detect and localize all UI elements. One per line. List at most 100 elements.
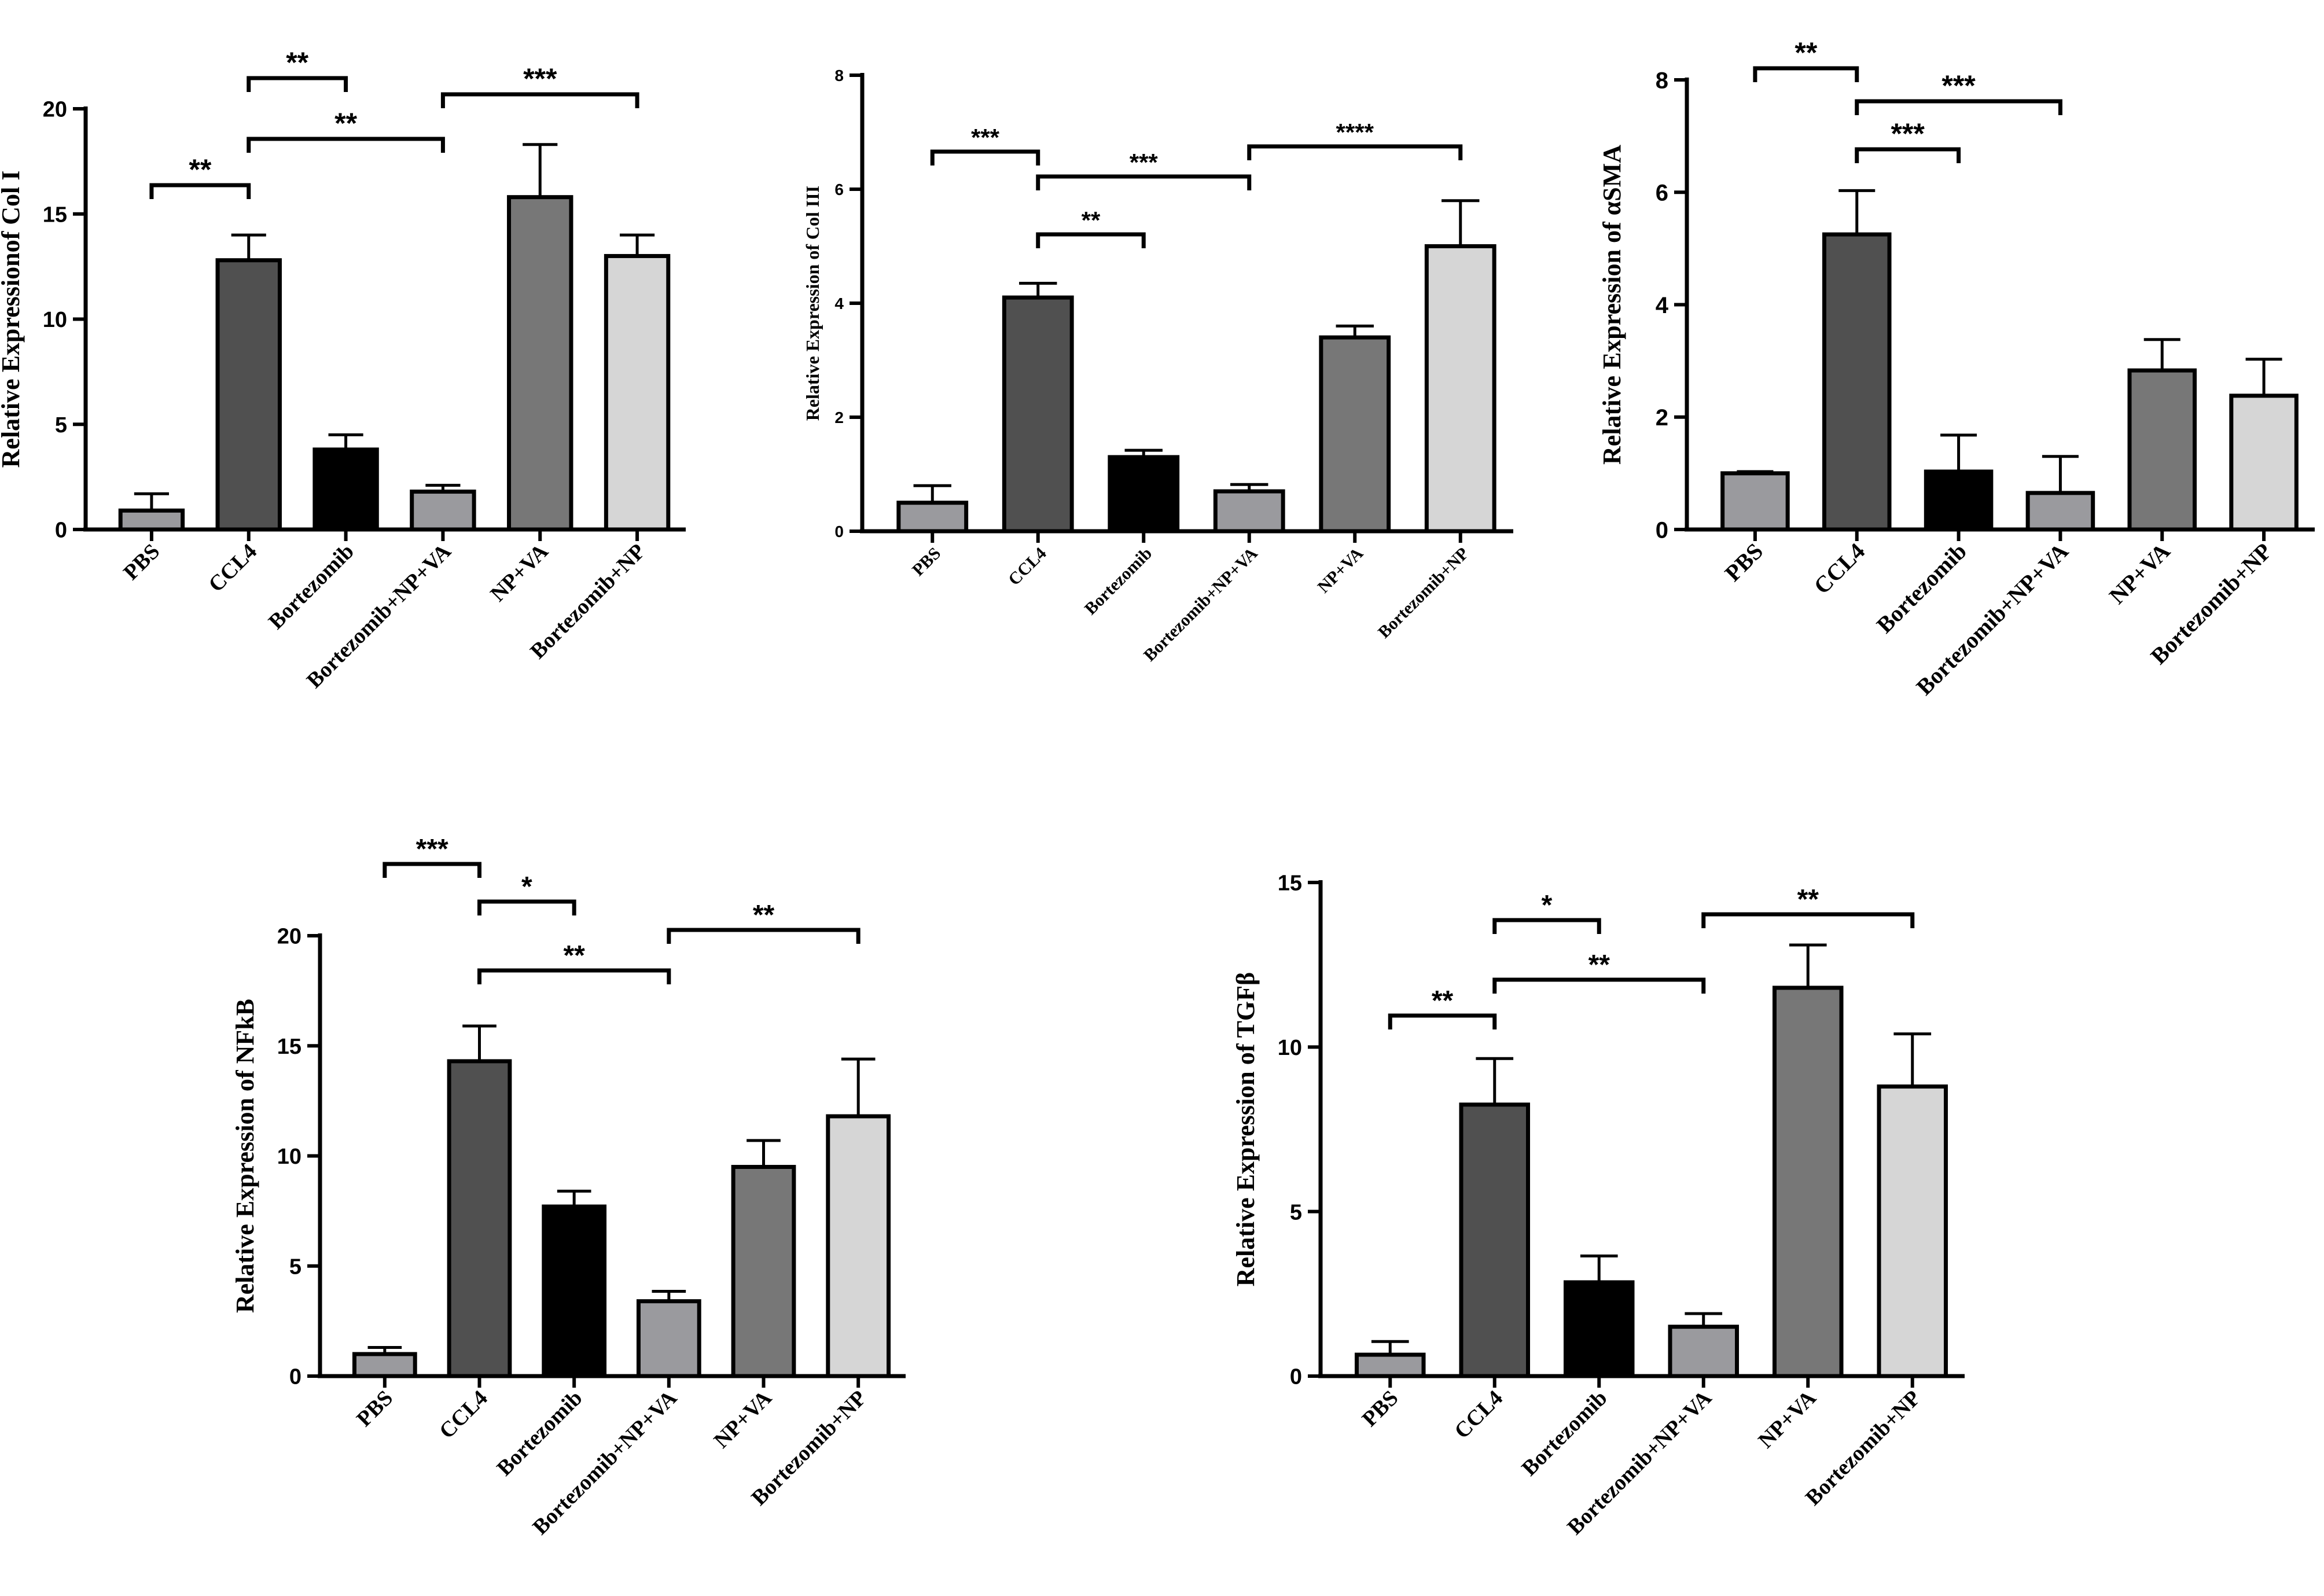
y-tick-label: 6: [834, 181, 844, 198]
category-label: PBS: [1358, 1386, 1403, 1432]
category-label: CCL4: [204, 539, 262, 597]
category-label: Bortezomib: [264, 539, 359, 634]
bar-bortezomib-np-va: [636, 1299, 701, 1378]
significance-bracket: [1036, 174, 1252, 190]
category-label: NP+VA: [2104, 538, 2175, 609]
significance-bracket: [1492, 918, 1601, 934]
panel-alpha-sma: 0 2 4 6 8 Relative Expression of αSMA PBS CCL4 B…: [1598, 36, 2315, 700]
significance-bracket: [477, 968, 671, 984]
y-tick-label: 4: [834, 295, 844, 312]
y-tick-label: 15: [43, 203, 67, 227]
significance-bracket: [1388, 1013, 1497, 1029]
bar-pbs: [896, 501, 969, 534]
category-label: NP+VA: [1753, 1385, 1821, 1453]
significance-bracket: [440, 92, 639, 108]
significance-label: **: [189, 153, 211, 186]
y-tick-label: 10: [1278, 1036, 1302, 1060]
significance-bracket: [667, 928, 861, 944]
bar-bortezomib-np: [604, 253, 671, 532]
y-tick-label: 5: [289, 1255, 301, 1279]
significance-label: *: [521, 871, 532, 902]
y-tick-label: 20: [277, 925, 301, 949]
category-label: Bortezomib: [492, 1386, 587, 1481]
significance-label: **: [1432, 985, 1454, 1016]
significance-bracket: [1247, 144, 1463, 160]
bar-pbs: [1720, 471, 1790, 532]
y-tick-label: 10: [277, 1145, 301, 1169]
category-label: Bortezomib+NP: [1374, 544, 1473, 642]
bar-bortezomib-np: [1877, 1084, 1948, 1378]
category-label: PBS: [1720, 538, 1768, 587]
category-label: Bortezomib: [1871, 538, 1972, 638]
y-tick-label: 0: [1656, 517, 1668, 543]
y-tick-label: 0: [289, 1365, 301, 1389]
bar-np-va: [507, 195, 573, 532]
category-label: PBS: [909, 544, 944, 580]
bar-bortezomib-np: [2229, 394, 2299, 532]
bar-pbs: [1354, 1352, 1426, 1378]
significance-label: ***: [416, 834, 448, 865]
bar-pbs: [352, 1352, 417, 1378]
bar-bortezomib: [542, 1204, 607, 1378]
bar-np-va: [1772, 985, 1844, 1378]
bar-np-va: [1319, 335, 1391, 534]
significance-bracket: [1036, 232, 1146, 248]
category-label: Bortezomib+NP+VA: [1140, 543, 1262, 665]
panel-tgf-beta: 0 5 10 15 Relative Expression of TGFβ PBS CCL4…: [1231, 871, 1965, 1539]
y-tick-label: 15: [277, 1035, 301, 1059]
significance-label: ***: [1891, 117, 1925, 150]
category-label: NP+VA: [486, 539, 553, 606]
significance-bracket: [1492, 977, 1706, 994]
bar-np-va: [731, 1165, 796, 1378]
y-tick-label: 0: [55, 518, 67, 543]
panel-nfkb: 0 5 10 15 20 Relative Expression of NFkB PBS CC…: [231, 834, 906, 1539]
y-tick-label: 15: [1278, 871, 1302, 896]
category-label: CCL4: [1005, 544, 1050, 590]
y-tick-label: 4: [1656, 293, 1669, 318]
y-tick-label: 5: [55, 413, 67, 437]
bar-bortezomib: [312, 447, 379, 532]
significance-bracket: [247, 137, 445, 153]
y-tick-label: 2: [1656, 405, 1668, 431]
significance-label: **: [1795, 36, 1817, 69]
significance-bracket: [477, 899, 576, 915]
y-axis-label: Relative Expression of αSMA: [1598, 145, 1626, 465]
bar-bortezomib: [1563, 1280, 1635, 1378]
significance-label: **: [334, 107, 357, 139]
bar-bortezomib-np: [1424, 244, 1496, 534]
category-label: Bortezomib+NP: [1801, 1386, 1925, 1510]
significance-bracket: [1753, 66, 1859, 82]
significance-label: ***: [1130, 149, 1159, 176]
bar-ccl4: [447, 1059, 512, 1378]
category-label: CCL4: [435, 1386, 492, 1444]
category-label: Bortezomib: [1517, 1386, 1612, 1481]
category-label: PBS: [119, 539, 164, 585]
significance-bracket: [383, 862, 481, 878]
bar-bortezomib-np-va: [2025, 491, 2095, 532]
y-tick-label: 0: [834, 523, 844, 540]
bar-bortezomib-np: [826, 1114, 891, 1378]
significance-bracket: [149, 183, 251, 199]
y-axis-label: Relative Expression of NFkB: [231, 999, 259, 1313]
significance-label: **: [1588, 950, 1610, 980]
significance-bracket: [247, 76, 348, 92]
bar-np-va: [2127, 368, 2197, 532]
significance-label: **: [1082, 207, 1101, 234]
y-tick-label: 8: [834, 67, 844, 84]
y-tick-label: 2: [834, 409, 844, 426]
category-label: PBS: [352, 1386, 398, 1432]
y-tick-label: 0: [1290, 1365, 1302, 1389]
bar-ccl4: [215, 258, 282, 532]
bar-ccl4: [1002, 295, 1074, 534]
significance-label: **: [753, 900, 775, 931]
bar-ccl4: [1822, 232, 1892, 532]
significance-label: **: [286, 46, 308, 79]
significance-label: *: [1542, 890, 1553, 921]
significance-label: **: [1797, 884, 1819, 915]
significance-bracket: [930, 149, 1040, 166]
bar-bortezomib-np-va: [1213, 489, 1285, 534]
significance-label: ***: [523, 62, 557, 95]
significance-bracket: [1855, 99, 2062, 115]
bar-bortezomib-np-va: [410, 490, 476, 532]
